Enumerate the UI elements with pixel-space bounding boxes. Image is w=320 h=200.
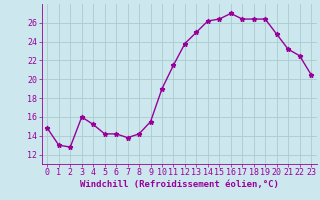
- X-axis label: Windchill (Refroidissement éolien,°C): Windchill (Refroidissement éolien,°C): [80, 180, 279, 189]
